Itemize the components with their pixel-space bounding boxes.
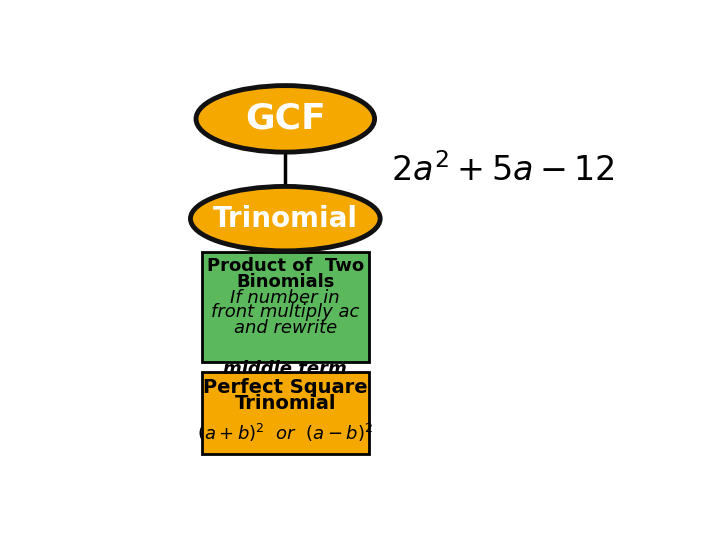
Text: $(a+b)^2$  or  $(a-b)^2$: $(a+b)^2$ or $(a-b)^2$ (197, 422, 374, 444)
Text: front multiply ac: front multiply ac (211, 303, 359, 321)
Text: If number in: If number in (230, 289, 340, 307)
Ellipse shape (196, 85, 374, 152)
FancyBboxPatch shape (202, 252, 369, 362)
Text: and rewrite: and rewrite (234, 319, 337, 336)
Text: $2a^2+5a-12$: $2a^2+5a-12$ (392, 153, 615, 188)
Text: middle term: middle term (223, 360, 347, 378)
Ellipse shape (190, 186, 380, 251)
Text: Binomials: Binomials (236, 273, 335, 291)
Text: Trinomial: Trinomial (235, 394, 336, 413)
Text: Trinomial: Trinomial (213, 205, 358, 233)
Text: GCF: GCF (245, 102, 325, 136)
Text: Perfect Square: Perfect Square (203, 377, 368, 396)
Text: Product of  Two: Product of Two (207, 258, 364, 275)
FancyBboxPatch shape (202, 373, 369, 454)
